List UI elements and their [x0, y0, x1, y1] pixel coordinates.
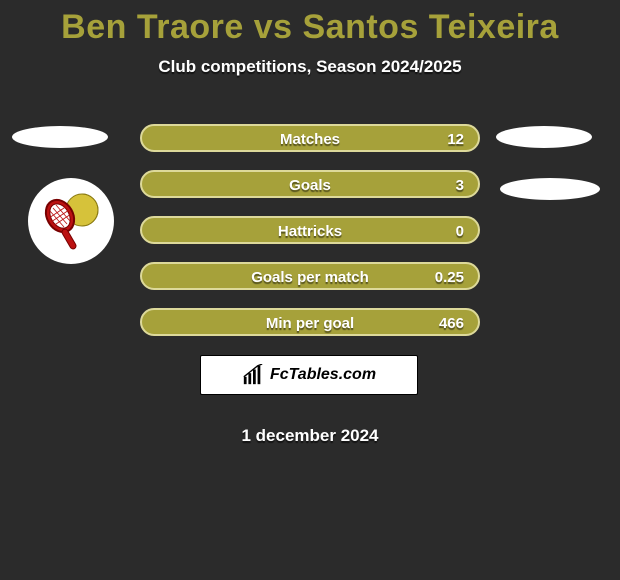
brand-box[interactable]: FcTables.com [200, 355, 418, 395]
chart-icon [242, 364, 264, 386]
stat-label: Goals [289, 172, 331, 200]
stat-row: Hattricks 0 [140, 216, 480, 244]
player-slot-right-1 [496, 126, 592, 148]
stat-label: Hattricks [278, 218, 342, 246]
stats-table: Matches 12 Goals 3 Hattricks 0 Goals per match… [140, 124, 480, 354]
stat-value: 0 [456, 218, 464, 246]
stat-label: Matches [280, 126, 340, 154]
page-title: Ben Traore vs Santos Teixeira [0, 0, 620, 47]
stat-label: Min per goal [266, 310, 354, 338]
stat-value: 0.25 [435, 264, 464, 292]
player-slot-left [12, 126, 108, 148]
stat-row: Goals 3 [140, 170, 480, 198]
date-label: 1 december 2024 [0, 426, 620, 446]
comparison-card: Ben Traore vs Santos Teixeira Club compe… [0, 0, 620, 580]
stat-value: 12 [447, 126, 464, 154]
brand-text: FcTables.com [270, 366, 376, 384]
racket-ball-icon [36, 186, 106, 256]
stat-label: Goals per match [251, 264, 369, 292]
stat-value: 466 [439, 310, 464, 338]
stat-row: Goals per match 0.25 [140, 262, 480, 290]
club-badge [28, 178, 114, 264]
subtitle: Club competitions, Season 2024/2025 [0, 57, 620, 77]
player-slot-right-2 [500, 178, 600, 200]
stat-row: Min per goal 466 [140, 308, 480, 336]
stat-row: Matches 12 [140, 124, 480, 152]
stat-value: 3 [456, 172, 464, 200]
